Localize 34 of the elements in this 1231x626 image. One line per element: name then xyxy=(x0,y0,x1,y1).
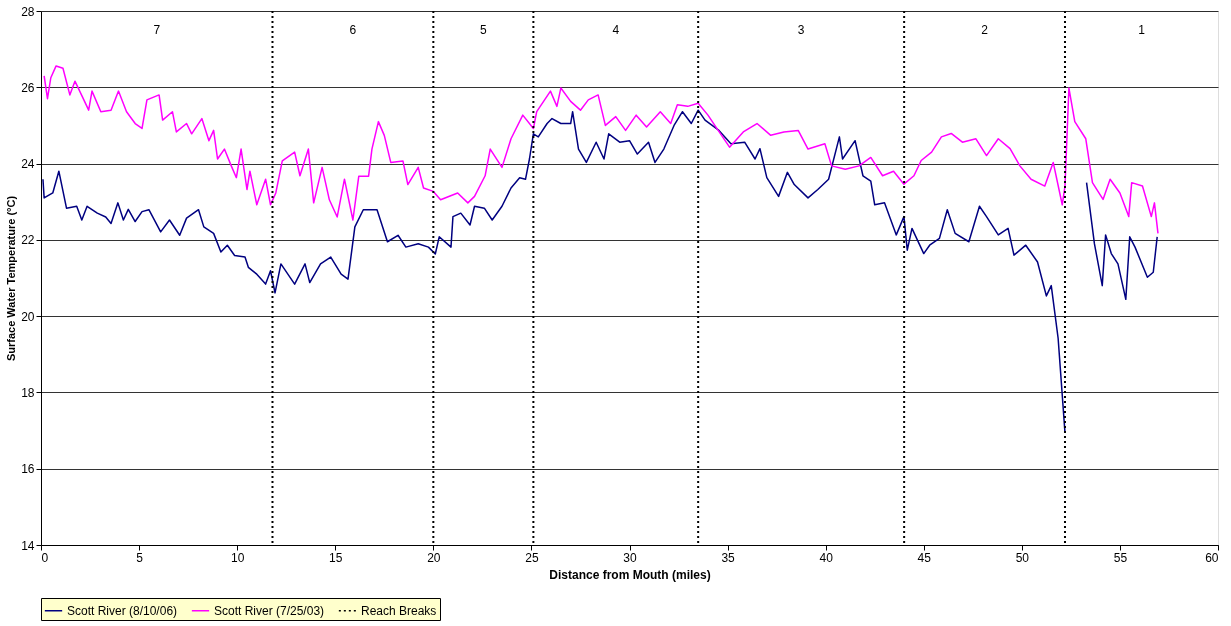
x-tick-label: 40 xyxy=(819,550,834,565)
legend-label: Scott River (7/25/03) xyxy=(214,603,325,618)
legend-label: Reach Breaks xyxy=(361,603,437,618)
y-tick-label: 18 xyxy=(21,385,35,400)
annotation: 2 xyxy=(981,23,989,37)
y-tick-label: 14 xyxy=(21,538,35,553)
annotation: 4 xyxy=(612,23,620,37)
x-tick-label: 15 xyxy=(329,550,343,565)
x-tick-label: 55 xyxy=(1113,550,1128,565)
x-tick-label: 25 xyxy=(525,550,539,565)
y-tick-label: 22 xyxy=(21,233,35,248)
x-tick-label: 0 xyxy=(41,550,49,565)
legend-label: Scott River (8/10/06) xyxy=(67,603,178,618)
annotation: 5 xyxy=(480,23,488,37)
x-tick-label: 35 xyxy=(721,550,736,565)
annotation: 7 xyxy=(153,23,161,37)
x-tick-label: 60 xyxy=(1205,550,1219,565)
line-series xyxy=(43,65,1159,235)
y-tick-label: 20 xyxy=(21,309,35,324)
x-tick-label: 45 xyxy=(917,550,932,565)
y-tick-label: 16 xyxy=(21,462,35,477)
x-tick-label: 50 xyxy=(1015,550,1030,565)
x-tick-label: 10 xyxy=(230,550,245,565)
annotation: 1 xyxy=(1138,23,1146,37)
y-tick-label: 24 xyxy=(21,157,35,172)
x-tick-label: 30 xyxy=(623,550,637,565)
y-axis-title: Surface Water Temperature (°C) xyxy=(5,195,18,362)
annotation: 6 xyxy=(349,23,357,37)
annotation: 3 xyxy=(797,23,805,37)
x-tick-label: 20 xyxy=(427,550,441,565)
y-tick-label: 26 xyxy=(21,80,35,95)
x-axis-title: Distance from Mouth (miles) xyxy=(549,567,711,582)
x-tick-label: 5 xyxy=(136,550,144,565)
y-tick-label: 28 xyxy=(21,4,35,19)
